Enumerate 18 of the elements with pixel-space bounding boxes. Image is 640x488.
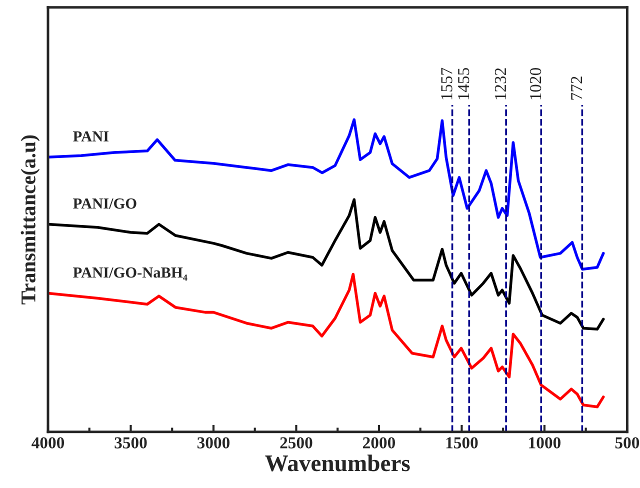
x-axis-title: Wavenumbers <box>265 454 410 472</box>
ref-line-label: 1232 <box>494 68 506 100</box>
x-tick-label: 1000 <box>529 437 560 448</box>
x-tick-label: 500 <box>615 437 640 448</box>
ref-line-label: 1020 <box>530 68 542 100</box>
x-tick-label: 1500 <box>446 437 478 448</box>
ref-line-label: 772 <box>571 76 582 100</box>
series-label: PANI <box>73 131 109 142</box>
x-tick-label: 2500 <box>280 437 312 448</box>
x-tick-label: 2000 <box>363 437 396 448</box>
series-label: PANI/GO-NaBH₄ <box>73 267 188 281</box>
ref-line-label: 1455 <box>458 68 470 100</box>
x-tick-label: 3500 <box>114 437 147 448</box>
y-axis-title: Transmittance(a.u) <box>20 135 40 304</box>
x-tick-label: 4000 <box>32 437 64 448</box>
ref-line-label: 1557 <box>441 68 452 100</box>
x-tick-label: 3000 <box>197 437 230 448</box>
series-label: PANI/GO <box>73 198 136 209</box>
